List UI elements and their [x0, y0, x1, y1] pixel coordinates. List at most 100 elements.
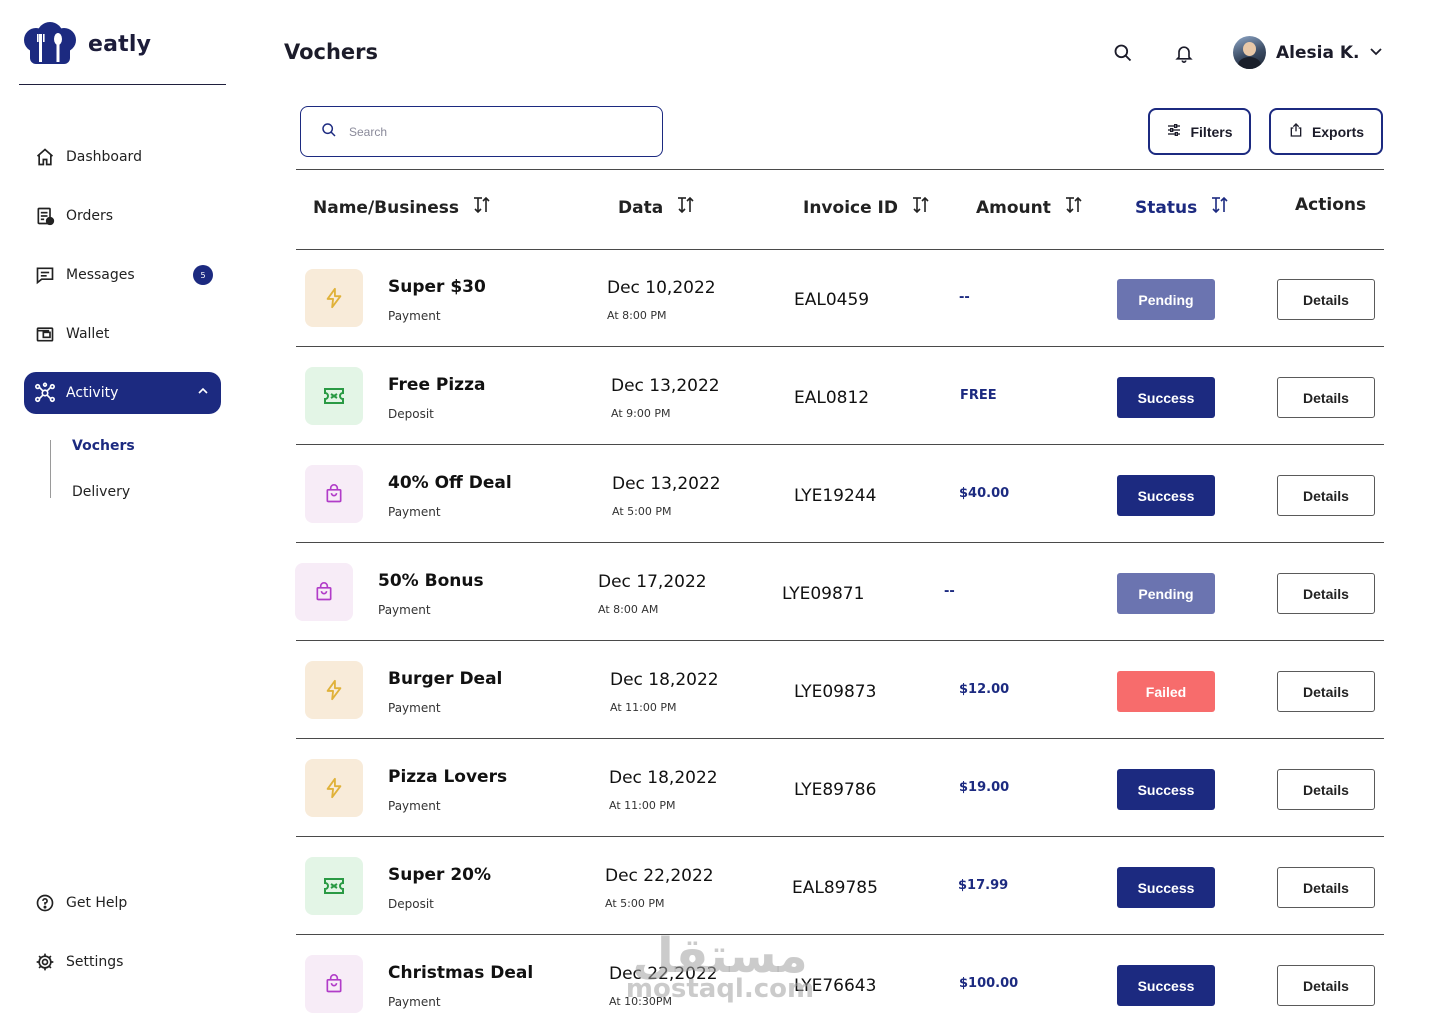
amount: $19.00: [959, 780, 1010, 795]
voucher-name: Super 20%: [388, 865, 492, 885]
voucher-name: 40% Off Deal: [388, 473, 512, 493]
voucher-type: Payment: [388, 505, 441, 519]
column-header-label: Name/Business: [313, 197, 460, 218]
column-header-actions: Actions: [1295, 195, 1366, 215]
row-divider: [296, 444, 1384, 445]
voucher-type: Deposit: [388, 897, 434, 911]
details-button[interactable]: Details: [1277, 279, 1375, 320]
search-box[interactable]: [300, 106, 663, 157]
sidebar-item-wallet[interactable]: Wallet: [24, 313, 221, 355]
sort-icon: [473, 195, 491, 220]
column-header-data[interactable]: Data: [618, 195, 695, 220]
row-divider: [296, 640, 1384, 641]
filters-label: Filters: [1190, 123, 1233, 140]
shopping-bag-icon: [305, 955, 363, 1013]
status-badge[interactable]: Failed: [1117, 671, 1215, 712]
voucher-date: Dec 13,2022: [611, 376, 720, 396]
details-button[interactable]: Details: [1277, 769, 1375, 810]
table-row: Super 20% Deposit Dec 22,2022 At 5:00 PM EAL…: [296, 837, 1384, 935]
sidebar-item-activity[interactable]: Activity: [24, 372, 221, 414]
chevron-up-icon: [197, 385, 209, 401]
chevron-down-icon: [1369, 43, 1383, 62]
column-header-name[interactable]: Name/Business: [313, 195, 491, 220]
status-badge[interactable]: Pending: [1117, 279, 1215, 320]
column-header-label: Amount: [976, 197, 1051, 218]
search-icon: [321, 122, 337, 142]
sidebar-subitem-vochers[interactable]: Vochers: [72, 438, 135, 454]
voucher-type: Payment: [378, 603, 431, 617]
voucher-type: Payment: [388, 309, 441, 323]
details-button[interactable]: Details: [1277, 965, 1375, 1006]
sort-icon: [1211, 195, 1229, 220]
voucher-date: Dec 22,2022: [605, 866, 714, 886]
orders-icon: [34, 205, 56, 227]
sidebar-item-label: Orders: [66, 208, 114, 224]
lightning-icon: [305, 661, 363, 719]
status-badge[interactable]: Success: [1117, 377, 1215, 418]
status-badge[interactable]: Pending: [1117, 573, 1215, 614]
table-row: 40% Off Deal Payment Dec 13,2022 At 5:00 PM…: [296, 445, 1384, 543]
sidebar-subitem-delivery[interactable]: Delivery: [72, 484, 131, 500]
search-input[interactable]: [349, 124, 629, 139]
sidebar-item-get-help[interactable]: Get Help: [24, 882, 221, 924]
voucher-date: Dec 10,2022: [607, 278, 716, 298]
sort-icon: [1065, 195, 1083, 220]
details-button[interactable]: Details: [1277, 377, 1375, 418]
voucher-time: At 5:00 PM: [605, 897, 665, 910]
sidebar-item-label: Messages: [66, 267, 135, 283]
voucher-name: Free Pizza: [388, 375, 486, 395]
column-header-amount[interactable]: Amount: [976, 195, 1083, 220]
column-header-label: Data: [618, 197, 664, 218]
voucher-date: Dec 18,2022: [609, 768, 718, 788]
brand-divider: [19, 84, 226, 85]
details-button[interactable]: Details: [1277, 867, 1375, 908]
brand-logo[interactable]: eatly: [22, 22, 151, 66]
invoice-id: EAL0459: [794, 290, 870, 310]
ticket-icon: [305, 857, 363, 915]
amount: --: [944, 584, 955, 599]
ticket-icon: [305, 367, 363, 425]
status-badge[interactable]: Success: [1117, 965, 1215, 1006]
user-menu[interactable]: Alesia K.: [1233, 36, 1383, 69]
column-header-invoice-id[interactable]: Invoice ID: [803, 195, 930, 220]
table-row: Pizza Lovers Payment Dec 18,2022 At 11:00 P…: [296, 739, 1384, 837]
voucher-time: At 11:00 PM: [609, 799, 676, 812]
submenu-line: [50, 440, 51, 498]
voucher-type: Payment: [388, 701, 441, 715]
table-row: Christmas Deal Payment Dec 22,2022 At 10:30…: [296, 935, 1384, 1024]
column-header-status[interactable]: Status: [1135, 195, 1229, 220]
table-row: Burger Deal Payment Dec 18,2022 At 11:00 PM…: [296, 641, 1384, 739]
amount: $17.99: [958, 878, 1009, 893]
voucher-date: Dec 13,2022: [612, 474, 721, 494]
status-badge[interactable]: Success: [1117, 769, 1215, 810]
bell-icon[interactable]: [1173, 42, 1195, 64]
sliders-icon: [1166, 122, 1182, 141]
details-button[interactable]: Details: [1277, 573, 1375, 614]
row-divider: [296, 836, 1384, 837]
unread-badge: 5: [193, 265, 213, 285]
exports-button[interactable]: Exports: [1269, 108, 1383, 155]
status-badge[interactable]: Success: [1117, 475, 1215, 516]
chef-hat-logo-icon: [24, 22, 76, 64]
lightning-icon: [305, 759, 363, 817]
voucher-time: At 5:00 PM: [612, 505, 672, 518]
sort-icon: [912, 195, 930, 220]
amount: $100.00: [959, 976, 1019, 991]
table-top-rule: [296, 169, 1384, 170]
row-divider: [296, 346, 1384, 347]
filters-button[interactable]: Filters: [1148, 108, 1251, 155]
sidebar-item-messages[interactable]: Messages 5: [24, 254, 221, 296]
table-row: Free Pizza Deposit Dec 13,2022 At 9:00 PM EA…: [296, 347, 1384, 445]
search-icon[interactable]: [1112, 42, 1134, 64]
voucher-date: Dec 17,2022: [598, 572, 707, 592]
details-button[interactable]: Details: [1277, 671, 1375, 712]
voucher-type: Payment: [388, 799, 441, 813]
sidebar-item-settings[interactable]: Settings: [24, 941, 221, 983]
sidebar-item-dashboard[interactable]: Dashboard: [24, 136, 221, 178]
table-row: 50% Bonus Payment Dec 17,2022 At 8:00 AM LYE…: [295, 543, 1384, 641]
status-badge[interactable]: Success: [1117, 867, 1215, 908]
sidebar-item-orders[interactable]: Orders: [24, 195, 221, 237]
gear-icon: [34, 951, 56, 973]
details-button[interactable]: Details: [1277, 475, 1375, 516]
amount: $12.00: [959, 682, 1010, 697]
